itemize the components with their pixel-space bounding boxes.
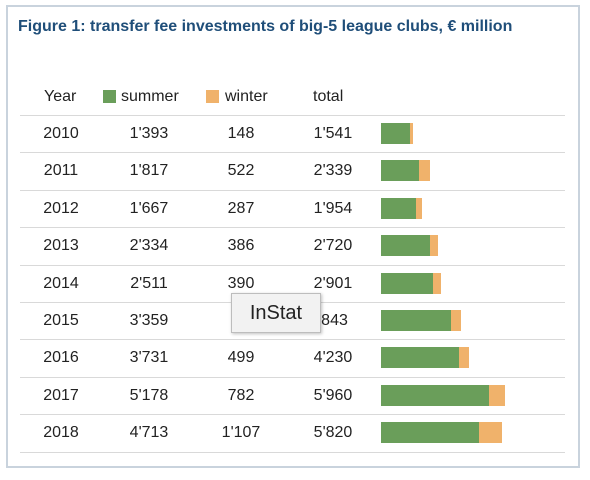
cell-summer: 1'667 xyxy=(129,199,169,217)
row-divider xyxy=(20,451,565,453)
cell-total: 2'339 xyxy=(313,162,353,180)
cell-total: 2'901 xyxy=(313,274,353,292)
row-divider xyxy=(20,339,565,341)
cell-winter: 390 xyxy=(227,274,255,292)
cell-summer: 5'178 xyxy=(129,386,169,404)
tooltip: InStat xyxy=(231,293,321,333)
row-divider xyxy=(20,227,565,229)
cell-winter: 1'107 xyxy=(221,424,261,442)
cell-total: 2'720 xyxy=(313,237,353,255)
row-divider xyxy=(20,152,565,154)
cell-summer: 2'334 xyxy=(129,237,169,255)
cell-summer: 1'393 xyxy=(129,125,169,142)
header-summer: summer xyxy=(121,88,179,105)
row-divider xyxy=(20,376,565,378)
bar-winter xyxy=(409,123,414,144)
bar-summer xyxy=(381,272,434,294)
cell-year: 2010 xyxy=(43,125,79,142)
bar-winter xyxy=(488,384,505,406)
cell-total: 4'230 xyxy=(313,349,353,367)
bar-winter xyxy=(450,310,461,331)
cell-winter: 522 xyxy=(227,162,255,180)
cell-winter: 386 xyxy=(227,237,255,255)
header-year: Year xyxy=(44,88,77,105)
cell-year: 2011 xyxy=(43,162,79,180)
chart-title: Figure 1: transfer fee investments of bi… xyxy=(18,18,513,35)
cell-year: 2017 xyxy=(43,386,79,404)
cell-total: '843 xyxy=(318,312,348,329)
bar-summer xyxy=(381,384,489,406)
header-total: total xyxy=(313,88,344,105)
cell-total: 5'820 xyxy=(313,424,353,442)
cell-winter: 148 xyxy=(227,125,255,142)
cell-summer: 1'817 xyxy=(129,162,169,180)
cell-winter: 287 xyxy=(227,199,255,217)
cell-total: 1'541 xyxy=(313,125,353,142)
cell-total: 1'954 xyxy=(313,199,353,217)
bar-winter xyxy=(429,235,438,257)
bar-summer xyxy=(381,347,459,369)
cell-winter: 782 xyxy=(227,386,255,404)
cell-winter: 499 xyxy=(227,349,255,367)
bar-summer xyxy=(381,422,480,444)
cell-year: 2014 xyxy=(43,274,79,292)
header-winter: winter xyxy=(225,88,268,105)
legend-swatch-summer xyxy=(103,90,116,103)
cell-year: 2012 xyxy=(43,199,79,217)
row-divider xyxy=(20,264,565,266)
cell-summer: 4'713 xyxy=(129,424,169,442)
row-divider xyxy=(20,189,565,191)
bar-winter xyxy=(433,272,442,294)
bar-summer xyxy=(381,160,419,182)
cell-year: 2018 xyxy=(43,424,79,442)
row-divider xyxy=(20,115,565,116)
bar-winter xyxy=(458,347,469,369)
bar-summer xyxy=(381,235,430,257)
cell-summer: 2'511 xyxy=(130,274,168,292)
cell-total: 5'960 xyxy=(313,386,353,404)
cell-summer: 3'731 xyxy=(129,349,169,367)
cell-summer: 3'359 xyxy=(129,312,169,329)
bar-summer xyxy=(381,197,416,219)
bar-winter xyxy=(415,197,422,219)
bar-summer xyxy=(381,310,451,331)
cell-year: 2015 xyxy=(43,312,79,329)
bar-winter xyxy=(418,160,430,182)
bar-summer xyxy=(381,123,410,144)
row-divider xyxy=(20,414,565,416)
legend-swatch-winter xyxy=(206,90,219,103)
cell-year: 2016 xyxy=(43,349,79,367)
bar-winter xyxy=(479,422,503,444)
cell-year: 2013 xyxy=(43,237,79,255)
